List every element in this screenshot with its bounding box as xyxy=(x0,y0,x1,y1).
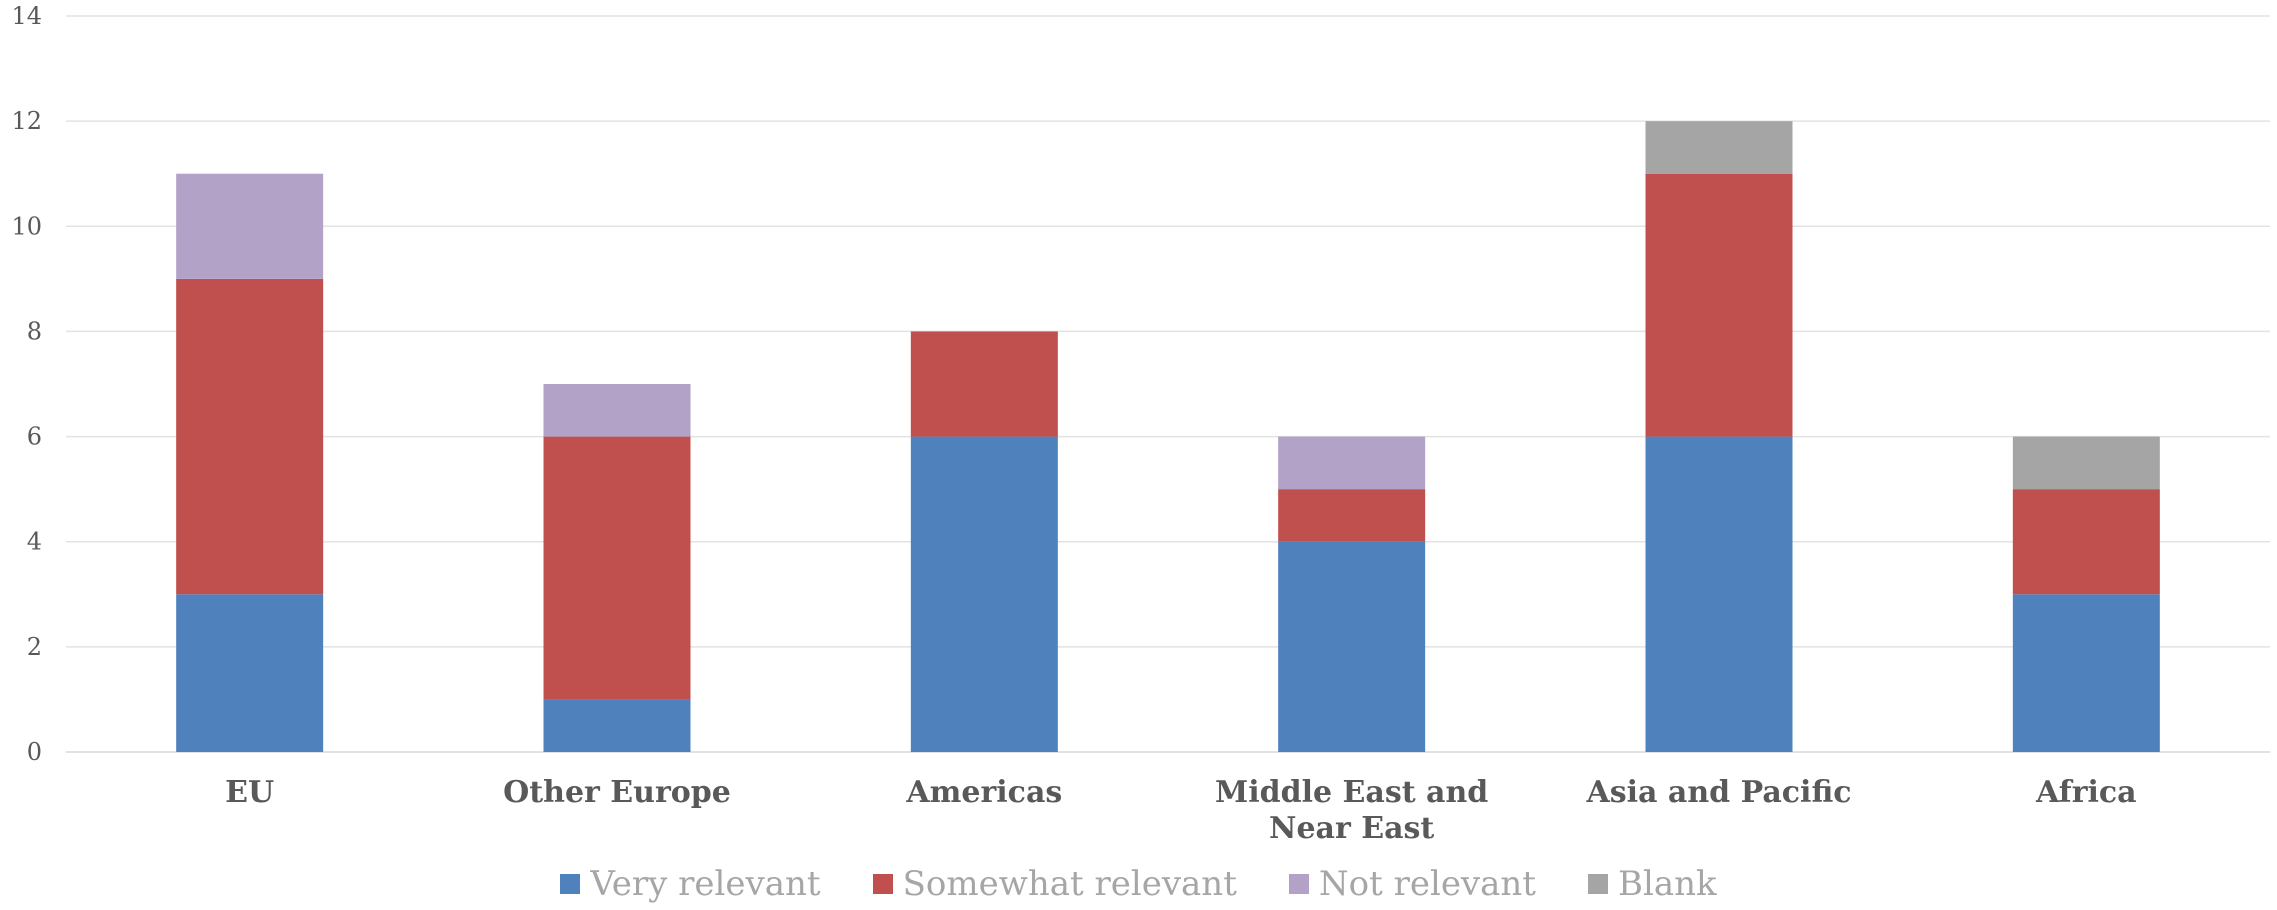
legend-item: Somewhat relevant xyxy=(872,864,1237,904)
legend-label: Not relevant xyxy=(1318,864,1536,904)
bar-segment-somewhat-relevant xyxy=(2012,489,2160,595)
y-tick-label: 14 xyxy=(11,2,42,30)
y-tick-label: 6 xyxy=(27,423,42,451)
x-axis: EU Other Europe Americas Middle East and Nea… xyxy=(225,775,2136,846)
x-category-label: Other Europe xyxy=(503,775,731,810)
y-tick-label: 4 xyxy=(27,528,42,556)
bar-segment-very-relevant xyxy=(910,436,1058,752)
bar-segment-somewhat-relevant xyxy=(910,331,1058,437)
gridlines xyxy=(66,15,2270,753)
y-tick-label: 8 xyxy=(27,317,42,345)
bar-segment-blank xyxy=(2012,436,2160,490)
legend-swatch xyxy=(1288,874,1309,894)
bar-segment-not-relevant xyxy=(1278,436,1426,490)
x-category-label: Middle East and Near East xyxy=(1215,775,1488,846)
y-tick-label: 2 xyxy=(27,633,42,661)
legend-item: Very relevant xyxy=(560,864,821,904)
legend-label: Blank xyxy=(1617,864,1717,904)
bar-segment-somewhat-relevant xyxy=(543,436,691,700)
x-category-label: EU xyxy=(225,775,274,810)
legend-label: Very relevant xyxy=(590,864,821,904)
bar-segment-very-relevant xyxy=(176,594,324,752)
legend-swatch xyxy=(560,874,581,894)
x-category-label: Americas xyxy=(905,775,1062,810)
bar-segment-somewhat-relevant xyxy=(1645,173,1793,437)
y-tick-label: 12 xyxy=(11,107,42,135)
legend-item: Blank xyxy=(1587,864,1717,904)
y-tick-label: 0 xyxy=(27,738,42,766)
bar-segment-not-relevant xyxy=(543,384,691,437)
bar-segment-somewhat-relevant xyxy=(1278,489,1426,542)
legend-swatch xyxy=(1587,874,1608,894)
y-axis: 0 2 4 6 8 10 12 14 xyxy=(11,2,42,766)
bars xyxy=(176,121,2160,752)
y-tick-label: 10 xyxy=(11,212,42,240)
bar-segment-somewhat-relevant xyxy=(176,278,324,595)
bar-segment-very-relevant xyxy=(1645,436,1793,752)
x-category-label: Asia and Pacific xyxy=(1585,775,1851,810)
legend-swatch xyxy=(872,874,893,894)
bar-segment-very-relevant xyxy=(543,699,691,752)
bar-segment-blank xyxy=(1645,121,1793,174)
legend-label: Somewhat relevant xyxy=(902,864,1237,904)
chart-legend: Very relevant Somewhat relevant Not releva… xyxy=(0,864,2277,904)
bar-segment-not-relevant xyxy=(176,173,324,279)
bar-segment-very-relevant xyxy=(1278,541,1426,752)
legend-item: Not relevant xyxy=(1288,864,1536,904)
bar-segment-very-relevant xyxy=(2012,594,2160,752)
x-category-label: Africa xyxy=(2035,775,2137,810)
